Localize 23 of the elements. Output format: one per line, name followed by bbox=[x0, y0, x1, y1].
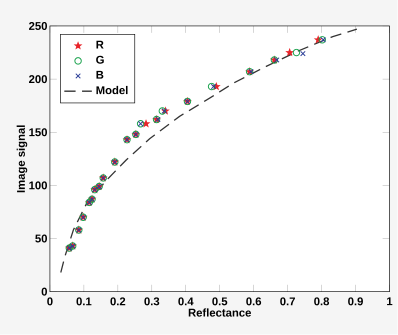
x-tick-label: 0.1 bbox=[76, 298, 92, 306]
x-tick-label: 0.3 bbox=[144, 298, 160, 306]
legend-label: B bbox=[96, 71, 104, 79]
y-tick-label: 100 bbox=[29, 182, 47, 190]
legend-label: Model bbox=[96, 86, 128, 94]
x-tick-label: 0.6 bbox=[246, 298, 262, 306]
y-axis-title: Image signal bbox=[16, 126, 28, 192]
x-tick-label: 1 bbox=[387, 298, 392, 306]
legend-label: R bbox=[96, 40, 104, 49]
x-tick-label: 0.2 bbox=[110, 298, 126, 306]
x-tick-label: 0 bbox=[47, 298, 53, 306]
y-tick-label: 250 bbox=[29, 22, 47, 30]
y-tick-label: 150 bbox=[29, 128, 47, 136]
y-tick-label: 0 bbox=[42, 288, 47, 296]
y-tick-label: 200 bbox=[29, 75, 47, 84]
x-tick-label: 0.8 bbox=[314, 298, 330, 306]
legend-label: G bbox=[96, 56, 104, 64]
x-tick-label: 0.7 bbox=[280, 298, 295, 306]
x-tick-label: 0.5 bbox=[212, 298, 228, 306]
x-axis-title: Reflectance bbox=[188, 308, 251, 317]
x-tick-label: 0.9 bbox=[348, 298, 363, 306]
x-tick-label: 0.4 bbox=[178, 298, 194, 306]
y-tick-label: 50 bbox=[35, 234, 47, 243]
